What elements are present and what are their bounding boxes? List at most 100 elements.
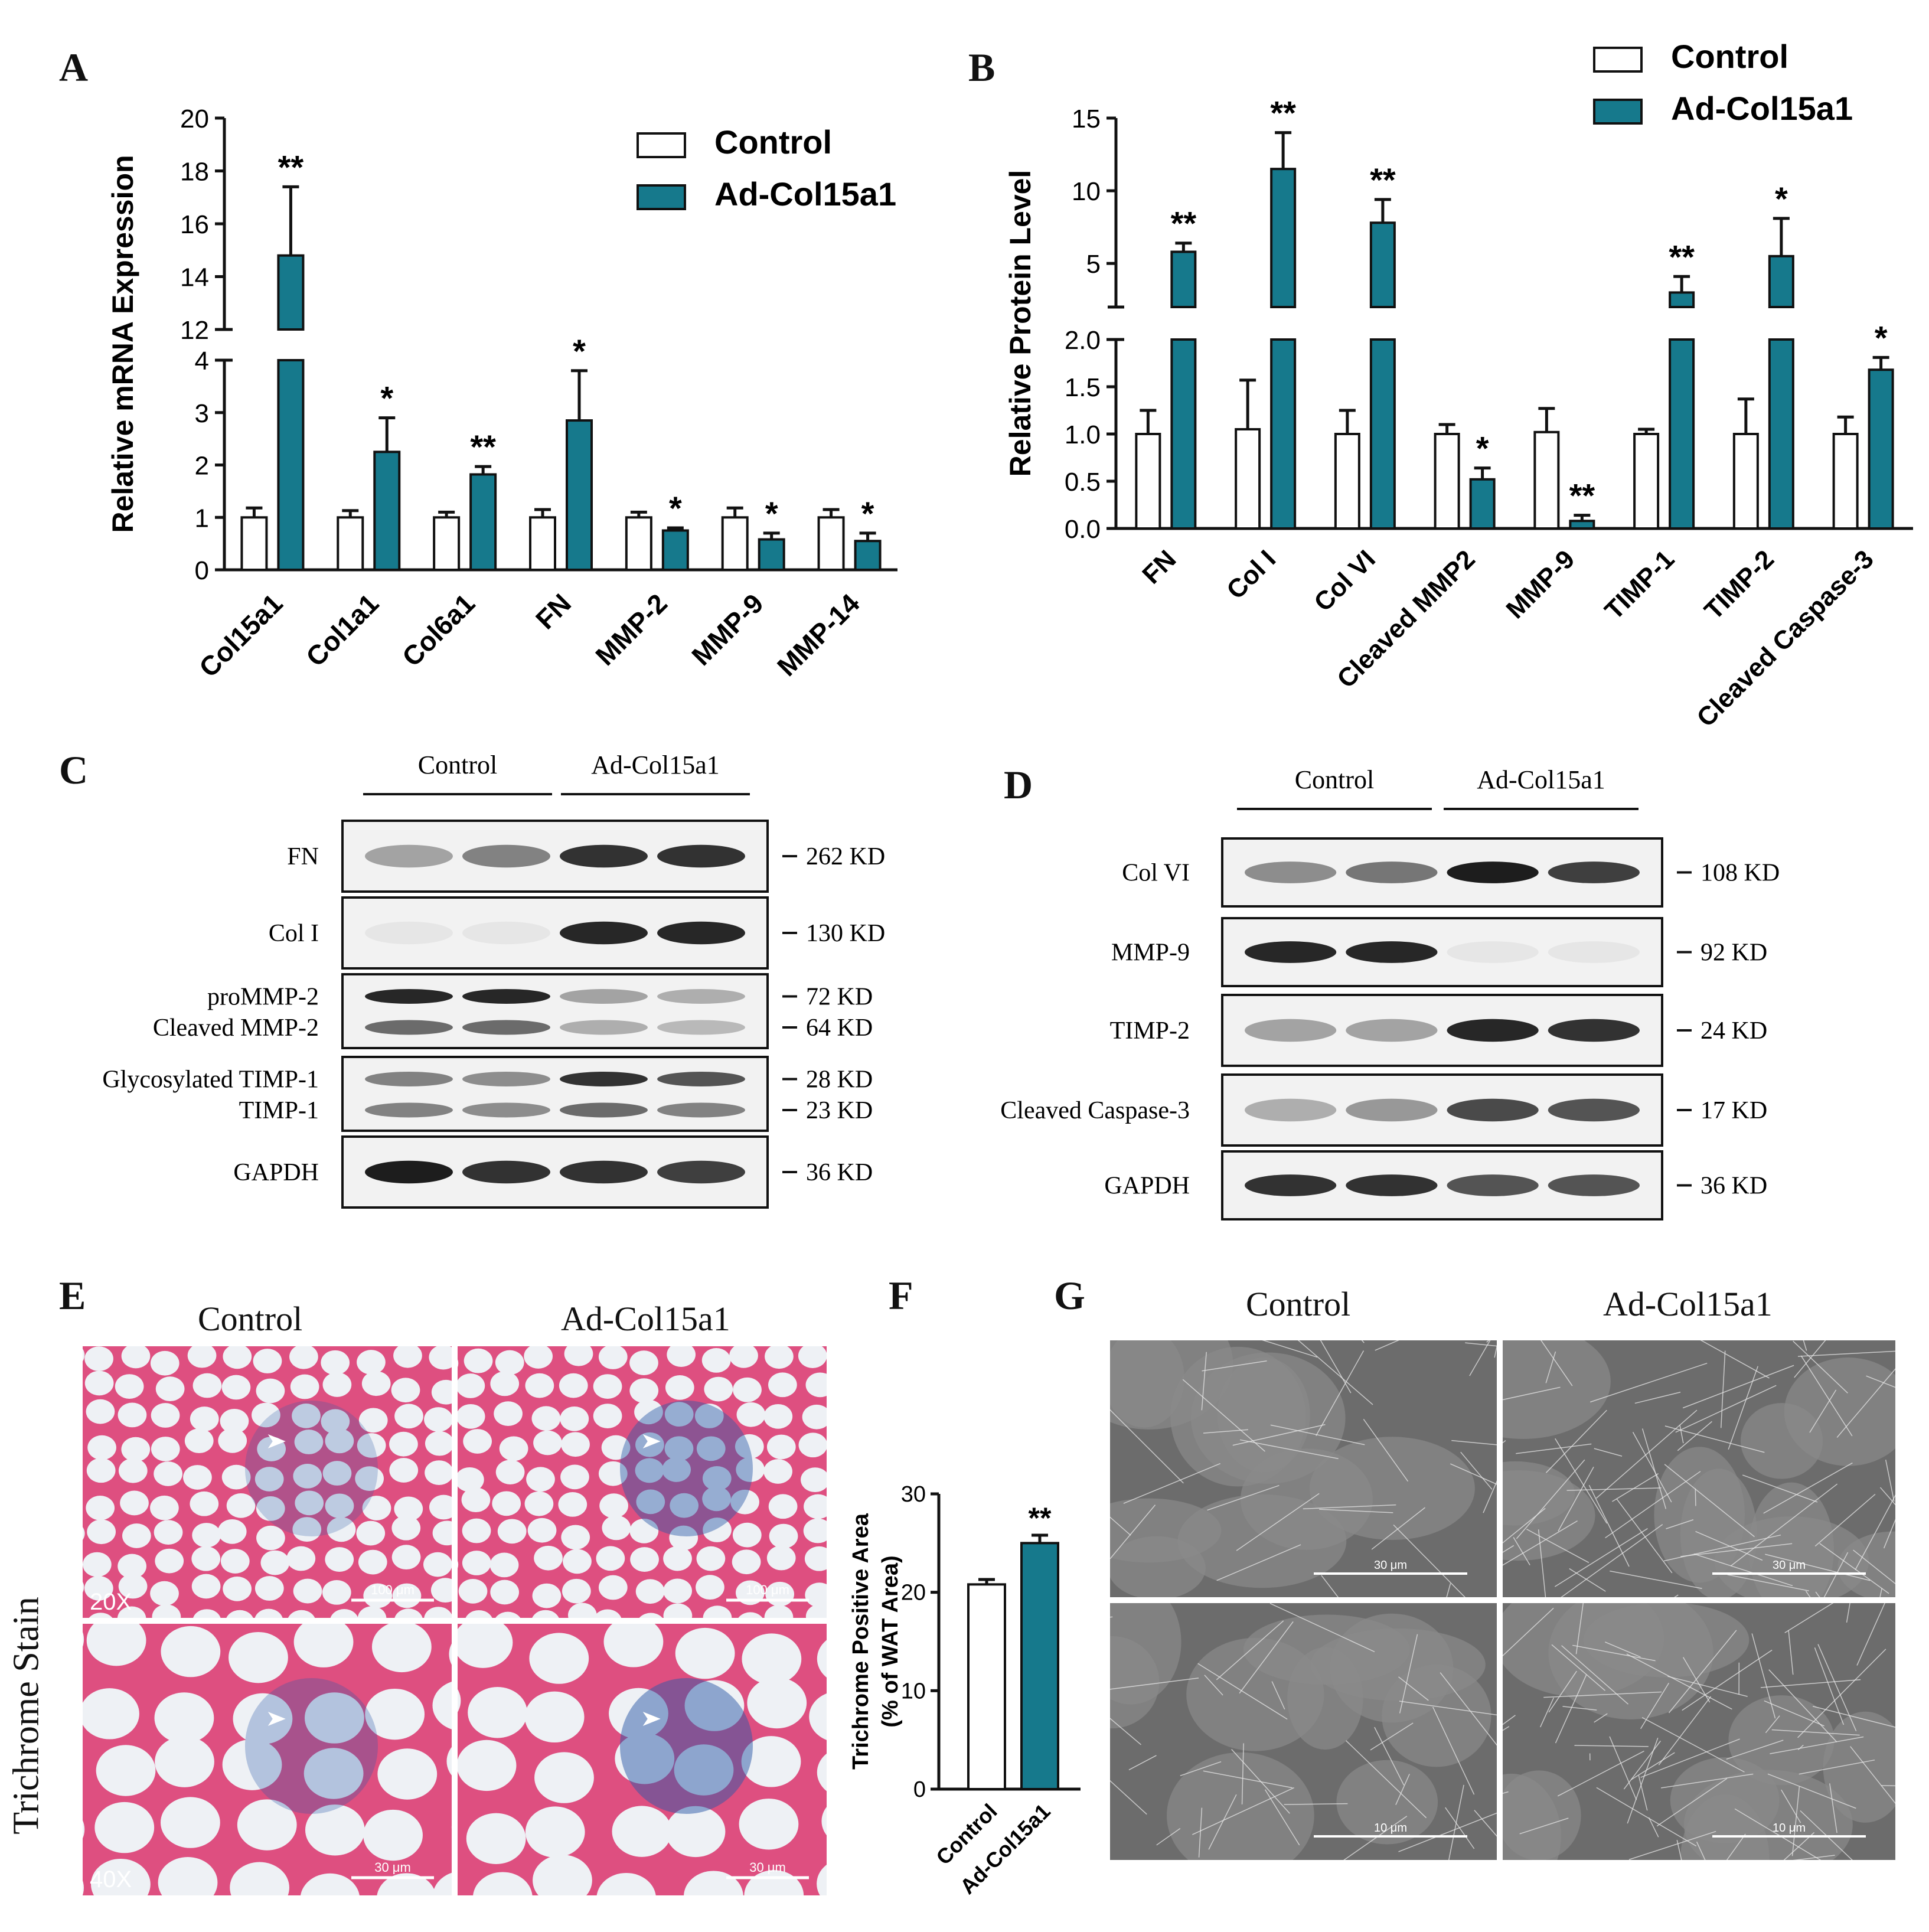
collagen-fiber [1555,1438,1608,1524]
blot-band [657,1020,745,1035]
blot-band [462,1160,550,1184]
adipocyte [233,1693,293,1745]
blot-band [1548,941,1640,963]
adipocyte [529,1633,589,1684]
adipocyte [703,1605,732,1618]
adipocyte-surface [1680,1794,1770,1860]
adipocyte [596,1546,625,1571]
adipocyte [155,1376,185,1402]
adipocyte [495,1350,524,1375]
collagen-fiber [1561,1524,1663,1597]
collagen-fiber [1516,1443,1592,1454]
sem-image-tile [1110,1603,1497,1860]
adipocyte [394,1608,423,1618]
collagen-fiber [1866,1375,1895,1388]
significance-marker: ** [1669,238,1695,275]
collagen-fiber [1727,1574,1809,1592]
collagen-fiber [1558,1467,1594,1532]
blot-band [462,1102,550,1118]
adipocyte [599,1493,628,1519]
adipocyte [567,1603,597,1618]
collagen-fiber [1605,1471,1701,1539]
collagen-fiber [1594,1713,1608,1723]
collagen-fiber [1812,1706,1895,1728]
blot-band [560,1072,648,1086]
blot-band [462,1072,550,1086]
significance-marker: ** [1370,161,1396,198]
x-category-label: MMP-9 [1501,544,1581,624]
panel-label-a: A [59,45,89,90]
significance-marker: * [765,495,778,532]
bar-ad-col15a1-fn [1170,338,1197,530]
collagen-fiber [1548,1670,1577,1713]
bar-control-col-i [1235,428,1261,530]
western-blot-c: Control Ad-Col15a1 FN 262 KD Col I 130 KD proM… [102,750,885,1209]
blot-size-label: 17 KD [1700,1097,1767,1124]
y-tick-label: 1.0 [1065,420,1101,449]
sem-group-ad-col15a1: Ad-Col15a1 [1603,1285,1773,1323]
adipocyte [458,1561,459,1569]
panel-label-f: F [889,1273,913,1318]
adipocyte [394,1496,423,1522]
adipocyte [91,1858,151,1895]
adipocyte [798,1346,827,1368]
collagen-fiber [1241,1743,1244,1804]
collagen-fiber [1797,1744,1804,1751]
adipocyte [769,1523,798,1549]
collagen-fiber [1399,1634,1418,1714]
adipocyte [89,1613,113,1618]
adipocyte [764,1605,794,1618]
adipocyte [495,1460,525,1484]
adipocyte [158,1857,218,1895]
adipocyte [696,1546,726,1571]
adipocyte [295,1490,324,1516]
adipocyte [696,1575,724,1600]
western-blot-d: Control Ad-Col15a1 Col VI 108 KD MMP-9 92 KD T… [1000,765,1780,1220]
collagen-fiber [1269,1603,1375,1653]
adipocyte [665,1375,694,1400]
adipocyte [260,1550,290,1575]
adipocyte [226,1493,256,1518]
collagen-fiber [1207,1484,1280,1511]
blot-band [365,1160,453,1184]
adipocyte [151,1437,180,1461]
collagen-fiber [1883,1519,1895,1549]
collagen-fiber [1110,1678,1199,1690]
y-tick-label: 12 [180,316,209,345]
bar-ad-col15a1-timp-2 [1768,338,1794,530]
adipocyte [534,1545,563,1571]
adipocyte [747,1677,807,1729]
bar-control-mmp-9 [721,516,749,571]
adipocyte [533,1855,592,1895]
blot-group-ad-col15a1: Ad-Col15a1 [1477,765,1605,794]
adipocyte [394,1404,423,1429]
collagen-fiber [1781,1789,1801,1823]
adipocyte [804,1494,827,1519]
adipocyte [534,1752,594,1803]
blot-size-label: 23 KD [806,1097,873,1124]
adipocyte [192,1523,221,1548]
adipocyte [564,1346,593,1366]
adipocyte [217,1519,247,1544]
adipocyte [389,1458,419,1483]
y-tick-label: 20 [180,105,209,133]
adipocyte-surface [1217,1357,1310,1473]
adipocyte-surface [1823,1711,1895,1823]
adipocyte [424,1607,452,1618]
blot-protein-label: Col I [269,920,319,947]
adipocyte [87,1435,116,1460]
blot-size-label: 72 KD [806,984,873,1011]
y-tick-label: 1.5 [1065,373,1101,402]
collagen-fiber [1734,1808,1822,1860]
collagen-fiber [1239,1439,1339,1460]
collagen-fiber [1612,1473,1659,1502]
adipocyte [558,1492,587,1517]
blot-band [1447,861,1539,883]
adipocyte [301,1873,360,1895]
collagen-fiber [1575,1603,1584,1654]
blot-band [1548,861,1640,883]
collagen-fiber [1793,1855,1835,1860]
collagen-fiber [1836,1368,1895,1438]
collagen-fiber [1853,1549,1895,1585]
collagen-fiber [1270,1424,1365,1445]
